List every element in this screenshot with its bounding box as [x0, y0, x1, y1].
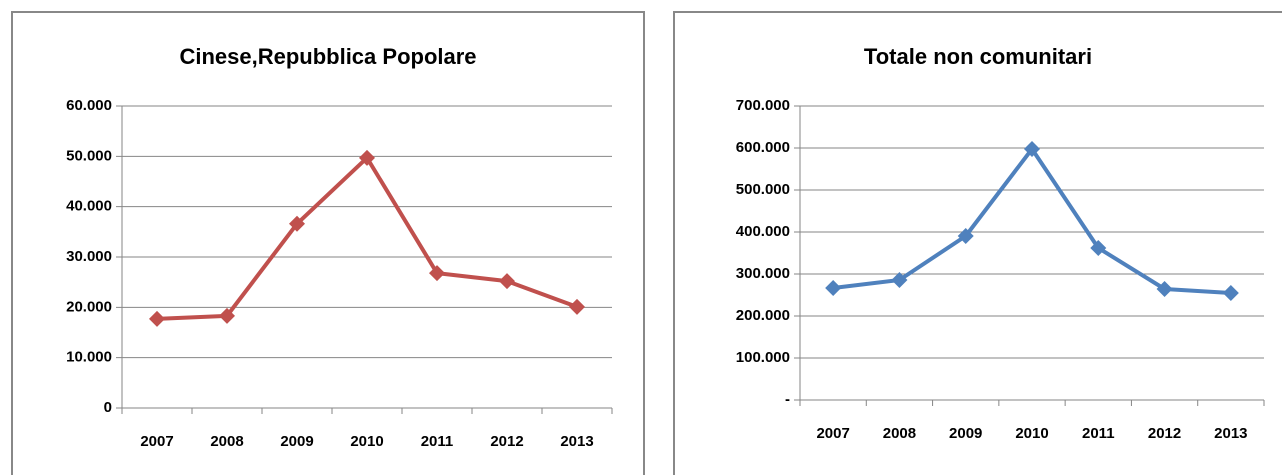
- marker: [1090, 239, 1107, 256]
- y-tick-label: 30.000: [66, 248, 112, 265]
- marker: [149, 310, 165, 327]
- marker: [569, 298, 585, 315]
- y-tick-label: 50.000: [66, 147, 112, 164]
- panel: [673, 11, 1282, 475]
- marker: [1024, 141, 1040, 158]
- x-tick-label: 2013: [1214, 425, 1247, 442]
- marker: [219, 307, 235, 324]
- y-tick-label: 500.000: [736, 181, 790, 198]
- x-tick-label: 2010: [1015, 425, 1048, 442]
- marker: [499, 273, 515, 290]
- x-tick-label: 2007: [816, 425, 849, 442]
- chart-title: Cinese,Repubblica Popolare: [179, 44, 476, 69]
- marker: [957, 227, 974, 244]
- y-tick-label: 700.000: [736, 97, 790, 114]
- y-tick-label: 600.000: [736, 139, 790, 156]
- y-tick-label: 20.000: [66, 298, 112, 315]
- x-tick-label: 2008: [883, 425, 916, 442]
- x-tick-label: 2010: [350, 433, 383, 450]
- marker: [891, 272, 908, 289]
- y-tick-label: 300.000: [736, 265, 790, 282]
- x-tick-label: 2013: [560, 433, 593, 450]
- y-tick-label: 60.000: [66, 97, 112, 114]
- y-tick-label: 10.000: [66, 349, 112, 366]
- x-tick-label: 2008: [210, 433, 243, 450]
- x-tick-label: 2012: [1148, 425, 1181, 442]
- marker: [359, 149, 375, 166]
- x-tick-label: 2007: [140, 433, 173, 450]
- y-tick-label: -: [785, 391, 790, 408]
- y-tick-label: 100.000: [736, 349, 790, 366]
- marker: [289, 215, 305, 232]
- y-tick-label: 400.000: [736, 223, 790, 240]
- marker: [1156, 280, 1173, 297]
- chart-title: Totale non comunitari: [864, 44, 1092, 69]
- marker: [825, 279, 842, 296]
- x-tick-label: 2011: [1082, 425, 1115, 442]
- marker: [429, 265, 445, 282]
- x-tick-label: 2012: [490, 433, 523, 450]
- x-tick-label: 2009: [280, 433, 313, 450]
- y-tick-label: 0: [104, 399, 112, 416]
- y-tick-label: 200.000: [736, 307, 790, 324]
- y-tick-label: 40.000: [66, 198, 112, 215]
- marker: [1222, 284, 1239, 301]
- x-tick-label: 2009: [949, 425, 982, 442]
- panel: [11, 11, 645, 475]
- x-tick-label: 2011: [421, 433, 454, 450]
